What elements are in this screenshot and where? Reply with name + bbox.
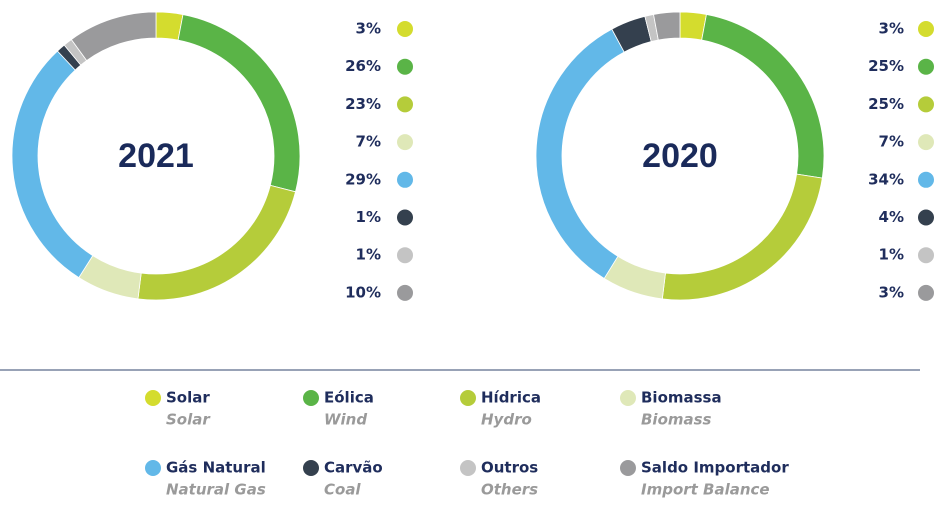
legend-dot xyxy=(145,390,161,406)
label-dot xyxy=(397,58,413,75)
donut-segment xyxy=(653,11,681,41)
legend-dot xyxy=(303,460,319,476)
legend-translation: Solar xyxy=(166,411,211,429)
chart-title: 2020 xyxy=(642,137,718,175)
label-dot xyxy=(918,209,934,226)
legend-dot xyxy=(303,390,319,406)
label-dot xyxy=(397,96,413,113)
legend-translation: Coal xyxy=(324,481,361,499)
label-dot xyxy=(397,171,413,188)
label-dot xyxy=(397,209,413,226)
legend-name: Outros xyxy=(481,459,538,477)
label-dot xyxy=(397,21,413,37)
legend-name: Eólica xyxy=(324,389,374,407)
legend-translation: Biomass xyxy=(641,411,712,429)
value-label: 26% xyxy=(345,57,381,75)
donut-segment xyxy=(535,28,625,279)
donut-segment xyxy=(11,50,94,279)
value-label: 3% xyxy=(879,283,904,301)
legend-name: Biomassa xyxy=(641,389,722,407)
value-label: 1% xyxy=(879,246,904,264)
value-label: 34% xyxy=(868,170,904,188)
label-dot xyxy=(918,58,934,75)
legend-dot xyxy=(620,460,636,476)
value-label: 23% xyxy=(345,95,381,113)
value-label: 1% xyxy=(356,208,381,226)
value-label: 7% xyxy=(356,133,381,151)
donut-segment xyxy=(701,13,825,179)
value-label: 25% xyxy=(868,57,904,75)
legend-name: Carvão xyxy=(324,459,383,477)
donut-segment xyxy=(661,173,823,301)
value-label: 25% xyxy=(868,95,904,113)
label-dot xyxy=(918,134,934,151)
label-dot xyxy=(918,247,934,264)
value-label: 4% xyxy=(879,208,904,226)
value-label: 3% xyxy=(879,20,904,38)
label-dot xyxy=(918,171,934,188)
label-dot xyxy=(918,21,934,37)
label-dot xyxy=(918,96,934,113)
donut-segment xyxy=(177,14,301,193)
donut-segment xyxy=(137,184,296,301)
legend-name: Hídrica xyxy=(481,389,541,407)
legend-dot xyxy=(460,460,476,476)
chart-title: 2021 xyxy=(118,137,194,175)
legend-dot xyxy=(620,390,636,406)
value-label: 29% xyxy=(345,170,381,188)
legend-name: Solar xyxy=(166,389,210,407)
label-dot xyxy=(397,247,413,264)
value-label: 3% xyxy=(356,20,381,38)
legend-translation: Natural Gas xyxy=(166,481,266,499)
legend-translation: Others xyxy=(481,481,538,499)
label-dot xyxy=(397,284,413,301)
legend-translation: Hydro xyxy=(481,411,532,429)
donut-segment xyxy=(70,11,157,62)
label-dot xyxy=(397,134,413,151)
value-label: 10% xyxy=(345,283,381,301)
value-label: 7% xyxy=(879,133,904,151)
legend-dot xyxy=(460,390,476,406)
legend-dot xyxy=(145,460,161,476)
legend-translation: Import Balance xyxy=(641,481,770,499)
legend-name: Gás Natural xyxy=(166,459,266,477)
label-dot xyxy=(918,284,934,301)
legend-name: Saldo Importador xyxy=(641,459,789,477)
value-label: 1% xyxy=(356,246,381,264)
legend-translation: Wind xyxy=(324,411,367,429)
